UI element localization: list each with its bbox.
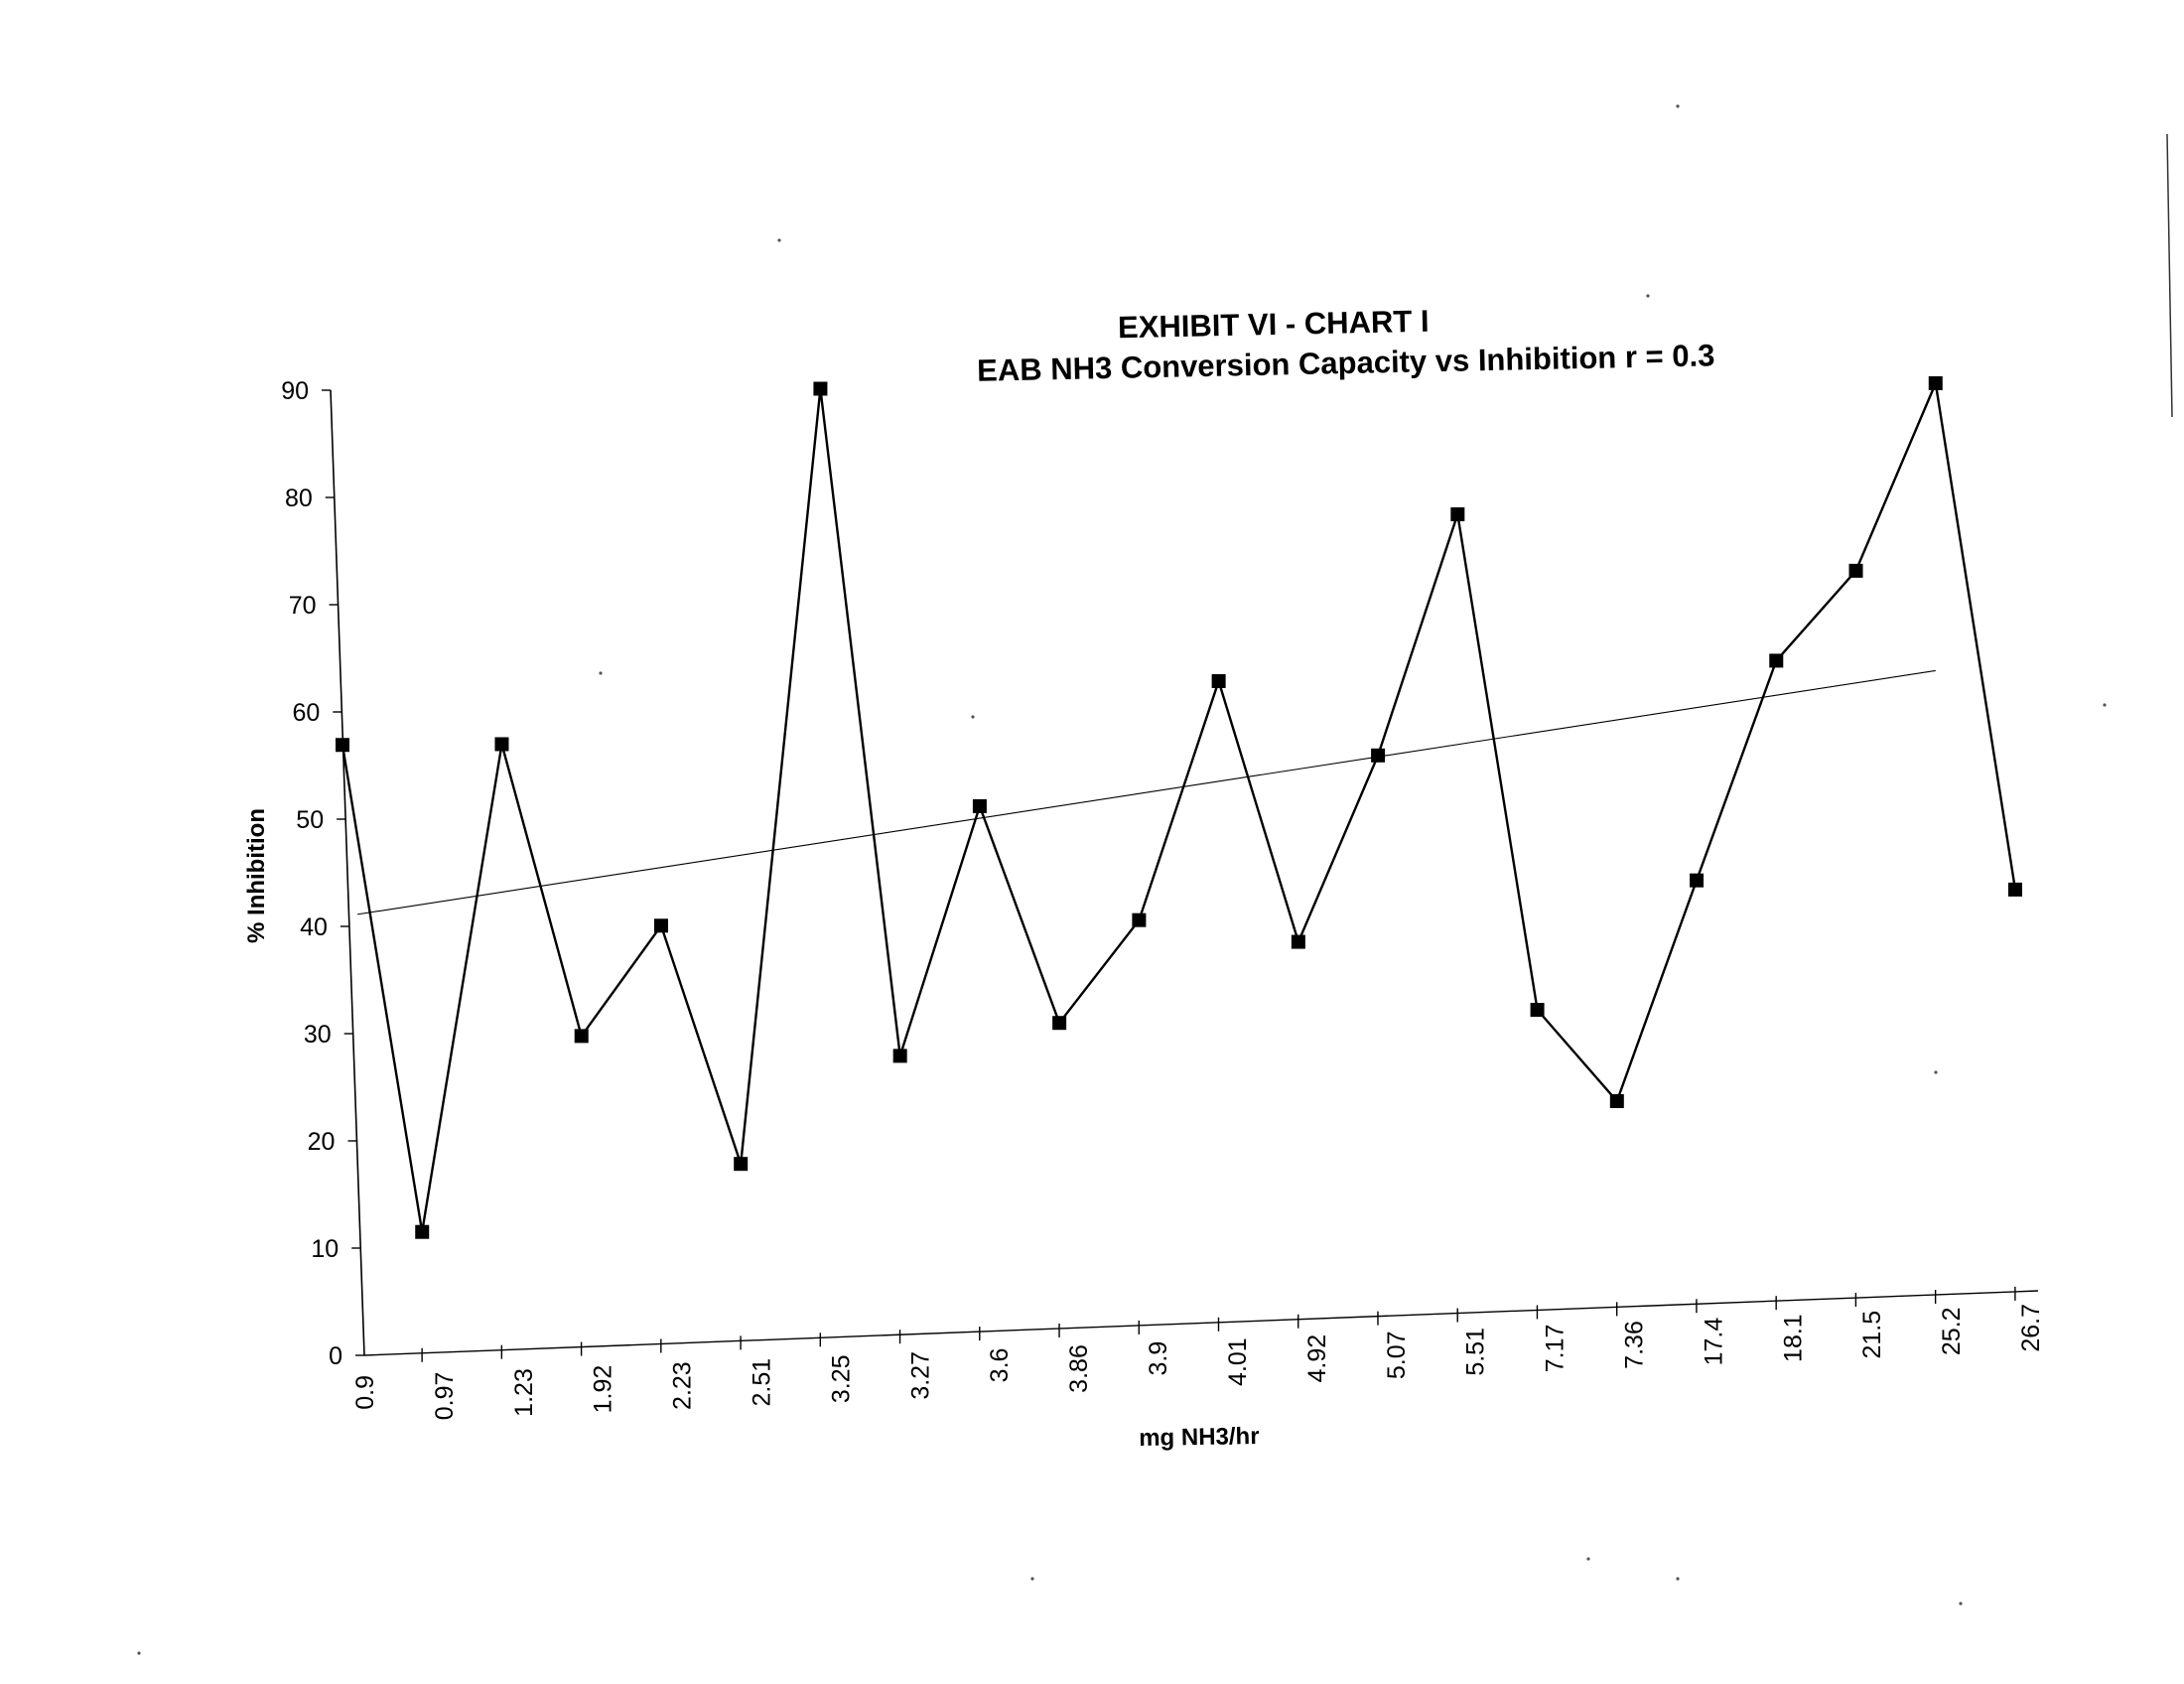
- scan-speck: [1586, 1557, 1590, 1561]
- chart-subtitle: EAB NH3 Conversion Capacity vs Inhibitio…: [977, 338, 1715, 388]
- data-point: [1450, 506, 1465, 521]
- scan-speck: [1030, 1577, 1034, 1581]
- data-point: [1848, 563, 1863, 578]
- data-point: [415, 1224, 430, 1239]
- x-tick-label: 3.86: [1065, 1344, 1093, 1393]
- y-tick-label: 30: [304, 1021, 332, 1049]
- scan-speck: [1959, 1602, 1963, 1606]
- y-tick-label: 70: [289, 592, 317, 620]
- y-axis-line: [330, 389, 365, 1356]
- x-tick-label: 7.17: [1542, 1325, 1570, 1373]
- x-tick-label: 1.23: [510, 1368, 538, 1417]
- x-tick-label: 0.97: [431, 1372, 459, 1421]
- x-tick-label: 0.9: [351, 1375, 379, 1410]
- x-tick-label: 5.07: [1383, 1331, 1411, 1379]
- plot-area: 0 10 20 30 40 50 60 70 80 90 0.9 0.97 1.23 1.92 2.23 2.…: [137, 104, 2173, 1655]
- scan-speck: [1646, 294, 1650, 298]
- x-tick-label: 21.5: [1858, 1311, 1886, 1359]
- x-tick-label: 3.25: [827, 1354, 855, 1403]
- scan-speck: [1676, 1577, 1680, 1581]
- page-edge-mark: [2166, 133, 2173, 418]
- data-point: [2008, 882, 2022, 897]
- data-point: [1052, 1016, 1067, 1031]
- data-point: [336, 738, 349, 753]
- y-tick-label: 80: [285, 485, 313, 512]
- x-tick-label: 2.23: [669, 1361, 697, 1410]
- data-point: [1530, 1003, 1545, 1018]
- data-point: [972, 798, 987, 813]
- y-tick-label: 50: [296, 806, 324, 834]
- y-tick-label: 60: [293, 699, 321, 727]
- y-tick-label: 40: [300, 913, 328, 941]
- data-point: [1769, 653, 1784, 668]
- x-tick-label: 3.9: [1145, 1341, 1172, 1376]
- data-point: [1371, 748, 1386, 763]
- y-tick-label: 0: [329, 1342, 342, 1370]
- y-tick-label: 90: [281, 377, 309, 405]
- x-tick-label: 4.01: [1224, 1337, 1252, 1386]
- x-axis-title: mg NH3/hr: [1139, 1423, 1260, 1452]
- trendline: [356, 669, 1936, 915]
- scan-speck: [137, 1651, 141, 1655]
- data-point: [1132, 912, 1147, 927]
- x-tick-label: 17.4: [1700, 1318, 1727, 1366]
- x-tick-label: 2.51: [749, 1358, 776, 1407]
- scan-speck: [1934, 1070, 1938, 1074]
- y-axis-title: % Inhibition: [243, 808, 270, 943]
- data-point: [653, 918, 668, 933]
- data-point: [494, 737, 509, 752]
- data-point: [1291, 934, 1305, 949]
- x-tick-label: 18.1: [1779, 1314, 1807, 1362]
- data-point: [1690, 873, 1705, 888]
- data-point: [813, 381, 828, 396]
- x-tick-label: 3.27: [906, 1351, 934, 1400]
- data-point: [1609, 1093, 1624, 1108]
- x-tick-label: 25.2: [1938, 1307, 1966, 1355]
- scan-speck: [2103, 703, 2107, 707]
- data-point: [1211, 673, 1226, 688]
- series-line: [341, 378, 2017, 1232]
- scan-speck: [599, 671, 603, 675]
- x-axis-line: [363, 1290, 2039, 1356]
- y-tick-label: 10: [311, 1235, 339, 1263]
- scan-speck: [777, 238, 781, 242]
- x-tick-label: 4.92: [1303, 1334, 1331, 1383]
- data-point: [1928, 375, 1943, 390]
- data-point: [574, 1029, 589, 1044]
- x-tick-label: 26.7: [2017, 1304, 2045, 1352]
- y-tick-label: 20: [308, 1128, 336, 1156]
- scan-speck: [1676, 104, 1680, 108]
- x-tick-label: 3.6: [986, 1348, 1014, 1383]
- x-tick-label: 5.51: [1462, 1328, 1490, 1376]
- chart-title: EXHIBIT VI - CHART I: [1118, 304, 1430, 346]
- data-point: [892, 1049, 907, 1063]
- data-point: [734, 1157, 749, 1172]
- x-tick-label: 7.36: [1620, 1321, 1648, 1369]
- scan-speck: [971, 715, 975, 719]
- x-tick-label: 1.92: [590, 1365, 617, 1414]
